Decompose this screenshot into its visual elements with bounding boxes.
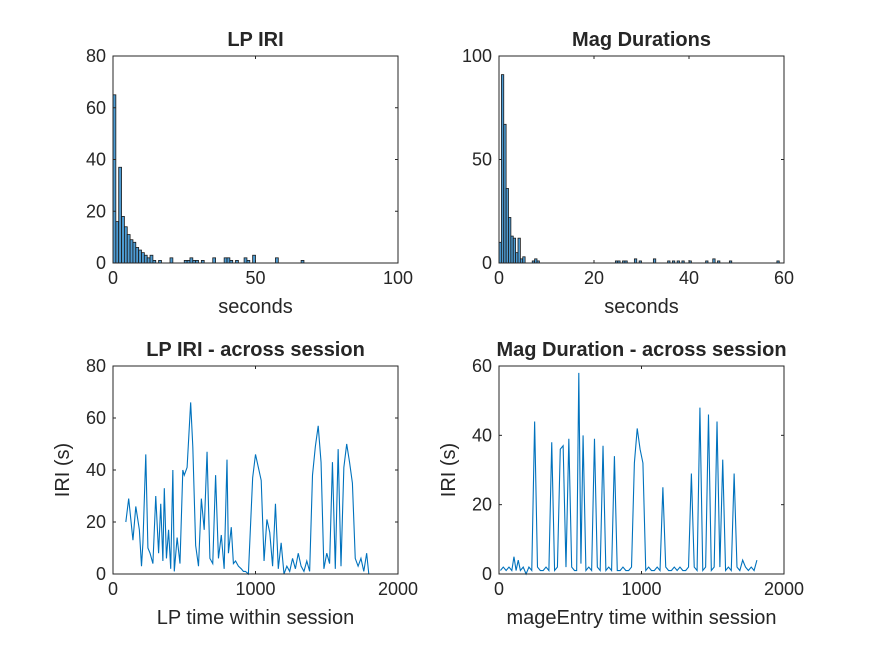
subplot-lp-iri-across-session: 0 1000 2000 0 20 40 60 80 LP IRI - across sessio…: [52, 339, 418, 629]
histogram-bar: [712, 258, 716, 264]
x-tick-label: 40: [679, 268, 699, 288]
x-tick-label: 0: [108, 579, 118, 599]
histogram-bar: [146, 257, 151, 264]
x-tick-label: 1000: [621, 579, 661, 599]
histogram-bar: [149, 254, 154, 264]
x-axis-label: seconds: [218, 296, 293, 318]
y-tick-label: 0: [482, 253, 492, 273]
histogram-bar: [115, 221, 120, 264]
x-tick-label: 2000: [764, 579, 804, 599]
histogram-bar: [126, 234, 131, 264]
plot-area: [113, 366, 398, 574]
y-tick-label: 40: [86, 150, 106, 170]
histogram-bar: [124, 226, 128, 264]
x-tick-label: 2000: [378, 579, 418, 599]
chart-title: LP IRI - across session: [146, 339, 365, 361]
histogram-bar: [652, 258, 657, 264]
histogram-bar: [132, 241, 137, 264]
chart-title: LP IRI: [227, 29, 283, 51]
y-tick-label: 40: [472, 425, 492, 445]
y-axis-label: IRI (s): [438, 443, 460, 497]
x-tick-label: 0: [494, 268, 504, 288]
histogram-bar: [141, 252, 145, 264]
x-axis-label: LP time within session: [157, 607, 355, 629]
y-tick-label: 100: [462, 46, 492, 66]
y-tick-label: 0: [96, 564, 106, 584]
histogram-bar: [243, 257, 248, 264]
x-tick-label: 50: [245, 268, 265, 288]
y-tick-label: 20: [86, 512, 106, 532]
y-tick-label: 60: [472, 356, 492, 376]
x-tick-label: 20: [584, 268, 604, 288]
y-tick-label: 80: [86, 356, 106, 376]
chart-title: Mag Duration - across session: [496, 339, 786, 361]
subplot-lp-iri-histogram: 0 50 100 0 20 40 60 80 LP IRI seconds: [86, 29, 413, 318]
y-tick-label: 0: [96, 253, 106, 273]
x-tick-label: 100: [383, 268, 413, 288]
histogram-bar: [522, 256, 526, 264]
histogram-bar: [226, 257, 231, 264]
histogram-bar: [129, 239, 134, 264]
histogram-bar: [275, 257, 279, 264]
histogram-bar: [212, 257, 216, 264]
histogram-bar: [633, 258, 638, 264]
y-tick-label: 50: [472, 150, 492, 170]
y-tick-label: 0: [482, 564, 492, 584]
y-tick-label: 60: [86, 408, 106, 428]
x-tick-label: 0: [108, 268, 118, 288]
y-tick-label: 60: [86, 98, 106, 118]
series-line: [500, 372, 758, 576]
histogram-bar: [143, 254, 148, 264]
histogram-bar: [169, 257, 174, 264]
histogram-bar: [189, 257, 194, 264]
subplot-mag-durations-histogram: 0 20 40 60 0 50 100 Mag Durations seconds: [462, 29, 794, 318]
x-axis-label: mageEntry time within session: [506, 607, 776, 629]
x-tick-label: 1000: [235, 579, 275, 599]
x-tick-label: 60: [774, 268, 794, 288]
histogram-bar: [121, 216, 125, 264]
y-axis-label: IRI (s): [52, 443, 74, 497]
histogram-bar: [223, 257, 228, 264]
y-tick-label: 80: [86, 46, 106, 66]
plot-area: [499, 366, 784, 574]
x-axis-label: seconds: [604, 296, 679, 318]
histogram-bar: [135, 247, 140, 264]
plot-area: [113, 56, 398, 263]
histogram-bar: [118, 166, 122, 264]
y-tick-label: 20: [472, 495, 492, 515]
chart-title: Mag Durations: [572, 29, 711, 51]
y-tick-label: 40: [86, 460, 106, 480]
y-tick-label: 20: [86, 201, 106, 221]
histogram-bar: [138, 249, 142, 264]
series-line: [125, 402, 370, 576]
x-tick-label: 0: [494, 579, 504, 599]
plot-area: [499, 56, 784, 263]
